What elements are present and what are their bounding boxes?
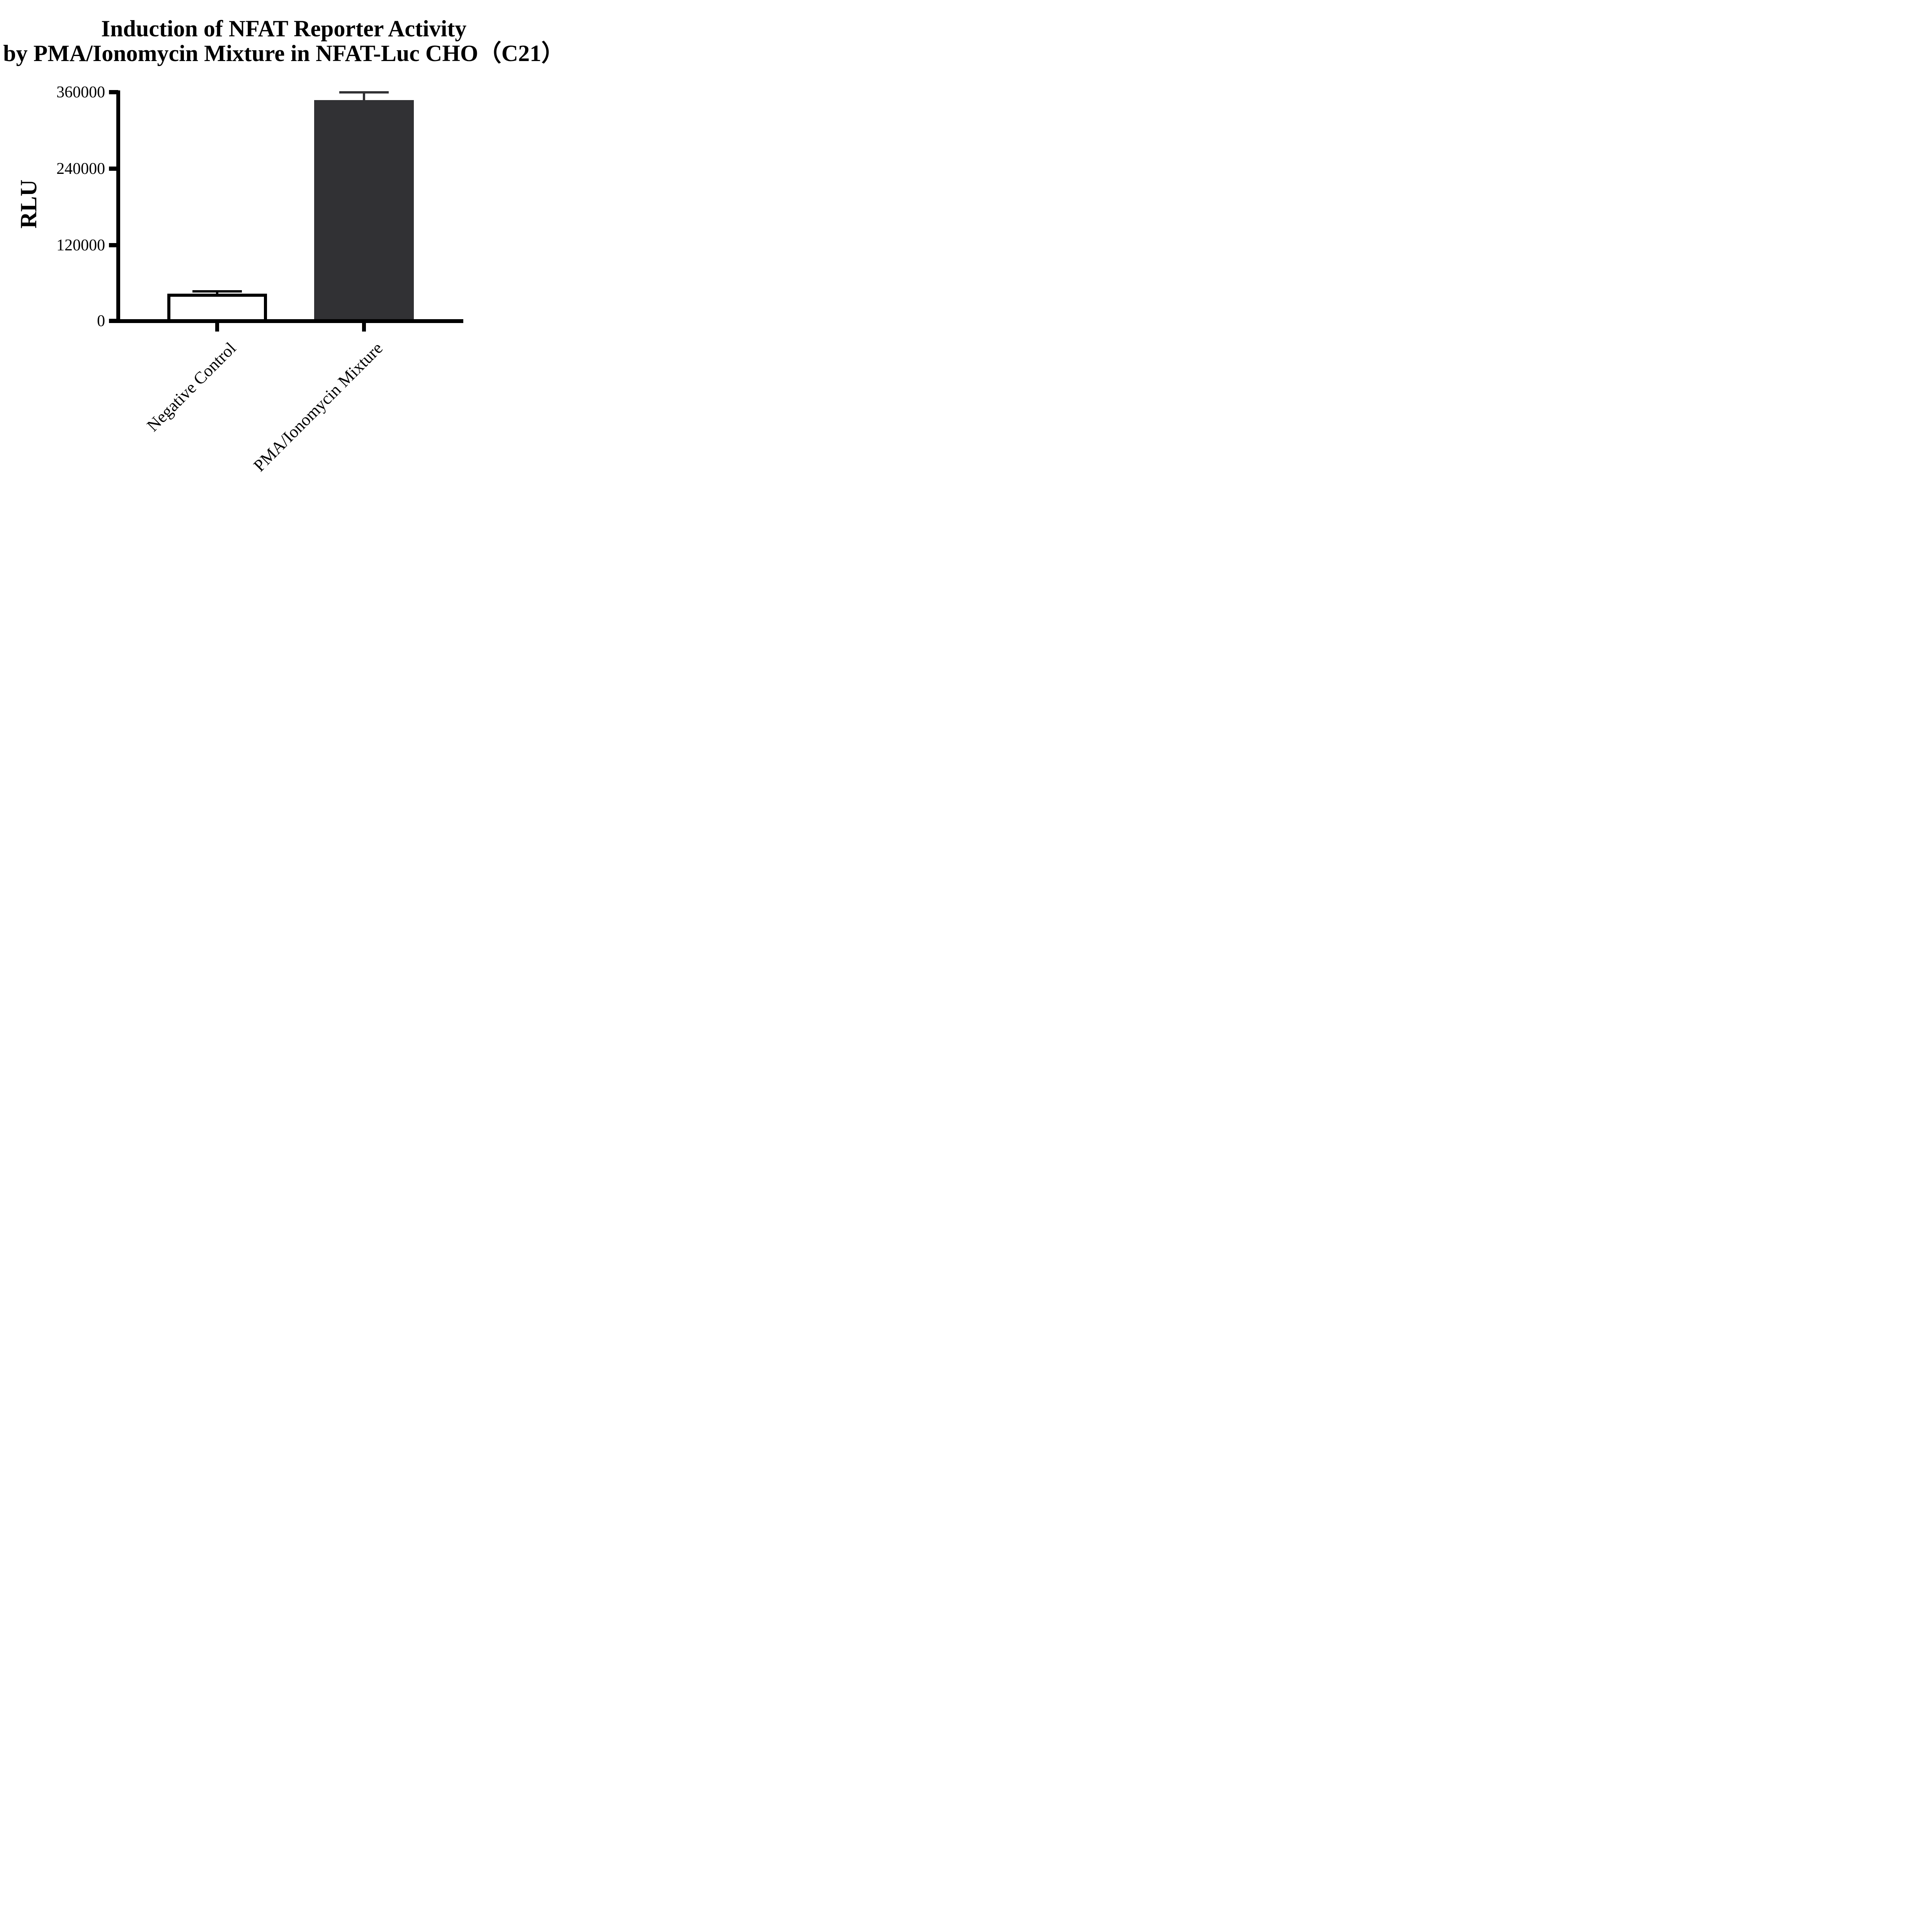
y-tick-label-120000: 120000	[56, 236, 105, 254]
y-axis-line	[116, 90, 120, 323]
x-axis-tick-pma-ionomycin-mixture	[362, 323, 366, 332]
y-axis-tick-360000	[109, 90, 118, 94]
x-axis-tick-negative-control	[215, 323, 219, 332]
y-tick-label-360000: 360000	[56, 83, 105, 101]
x-axis-line	[109, 319, 463, 323]
bar-chart-figure: Induction of NFAT Reporter Activity by P…	[0, 0, 568, 503]
y-axis-label: RLU	[16, 179, 41, 229]
bar-pma-ionomycin-mixture	[314, 100, 414, 322]
chart-title: Induction of NFAT Reporter Activity by P…	[0, 16, 568, 66]
error-bar-cap-negative-control	[192, 290, 242, 293]
x-tick-label-pma-ionomycin-mixture: PMA/Ionomycin Mixture	[250, 338, 386, 475]
y-axis-tick-120000	[109, 243, 118, 247]
chart-title-line-1: Induction of NFAT Reporter Activity	[101, 16, 467, 41]
y-tick-label-240000: 240000	[56, 160, 105, 178]
y-tick-label-0: 0	[97, 312, 105, 330]
chart-title-line-2: by PMA/Ionomycin Mixture in NFAT-Luc CHO…	[3, 41, 565, 66]
x-tick-label-negative-control: Negative Control	[143, 338, 240, 435]
bar-negative-control	[167, 294, 267, 322]
error-bar-stem-pma-ionomycin-mixture	[363, 92, 365, 103]
error-bar-cap-pma-ionomycin-mixture	[339, 91, 389, 94]
y-axis-tick-240000	[109, 167, 118, 171]
error-bar-stem-negative-control	[216, 291, 218, 297]
